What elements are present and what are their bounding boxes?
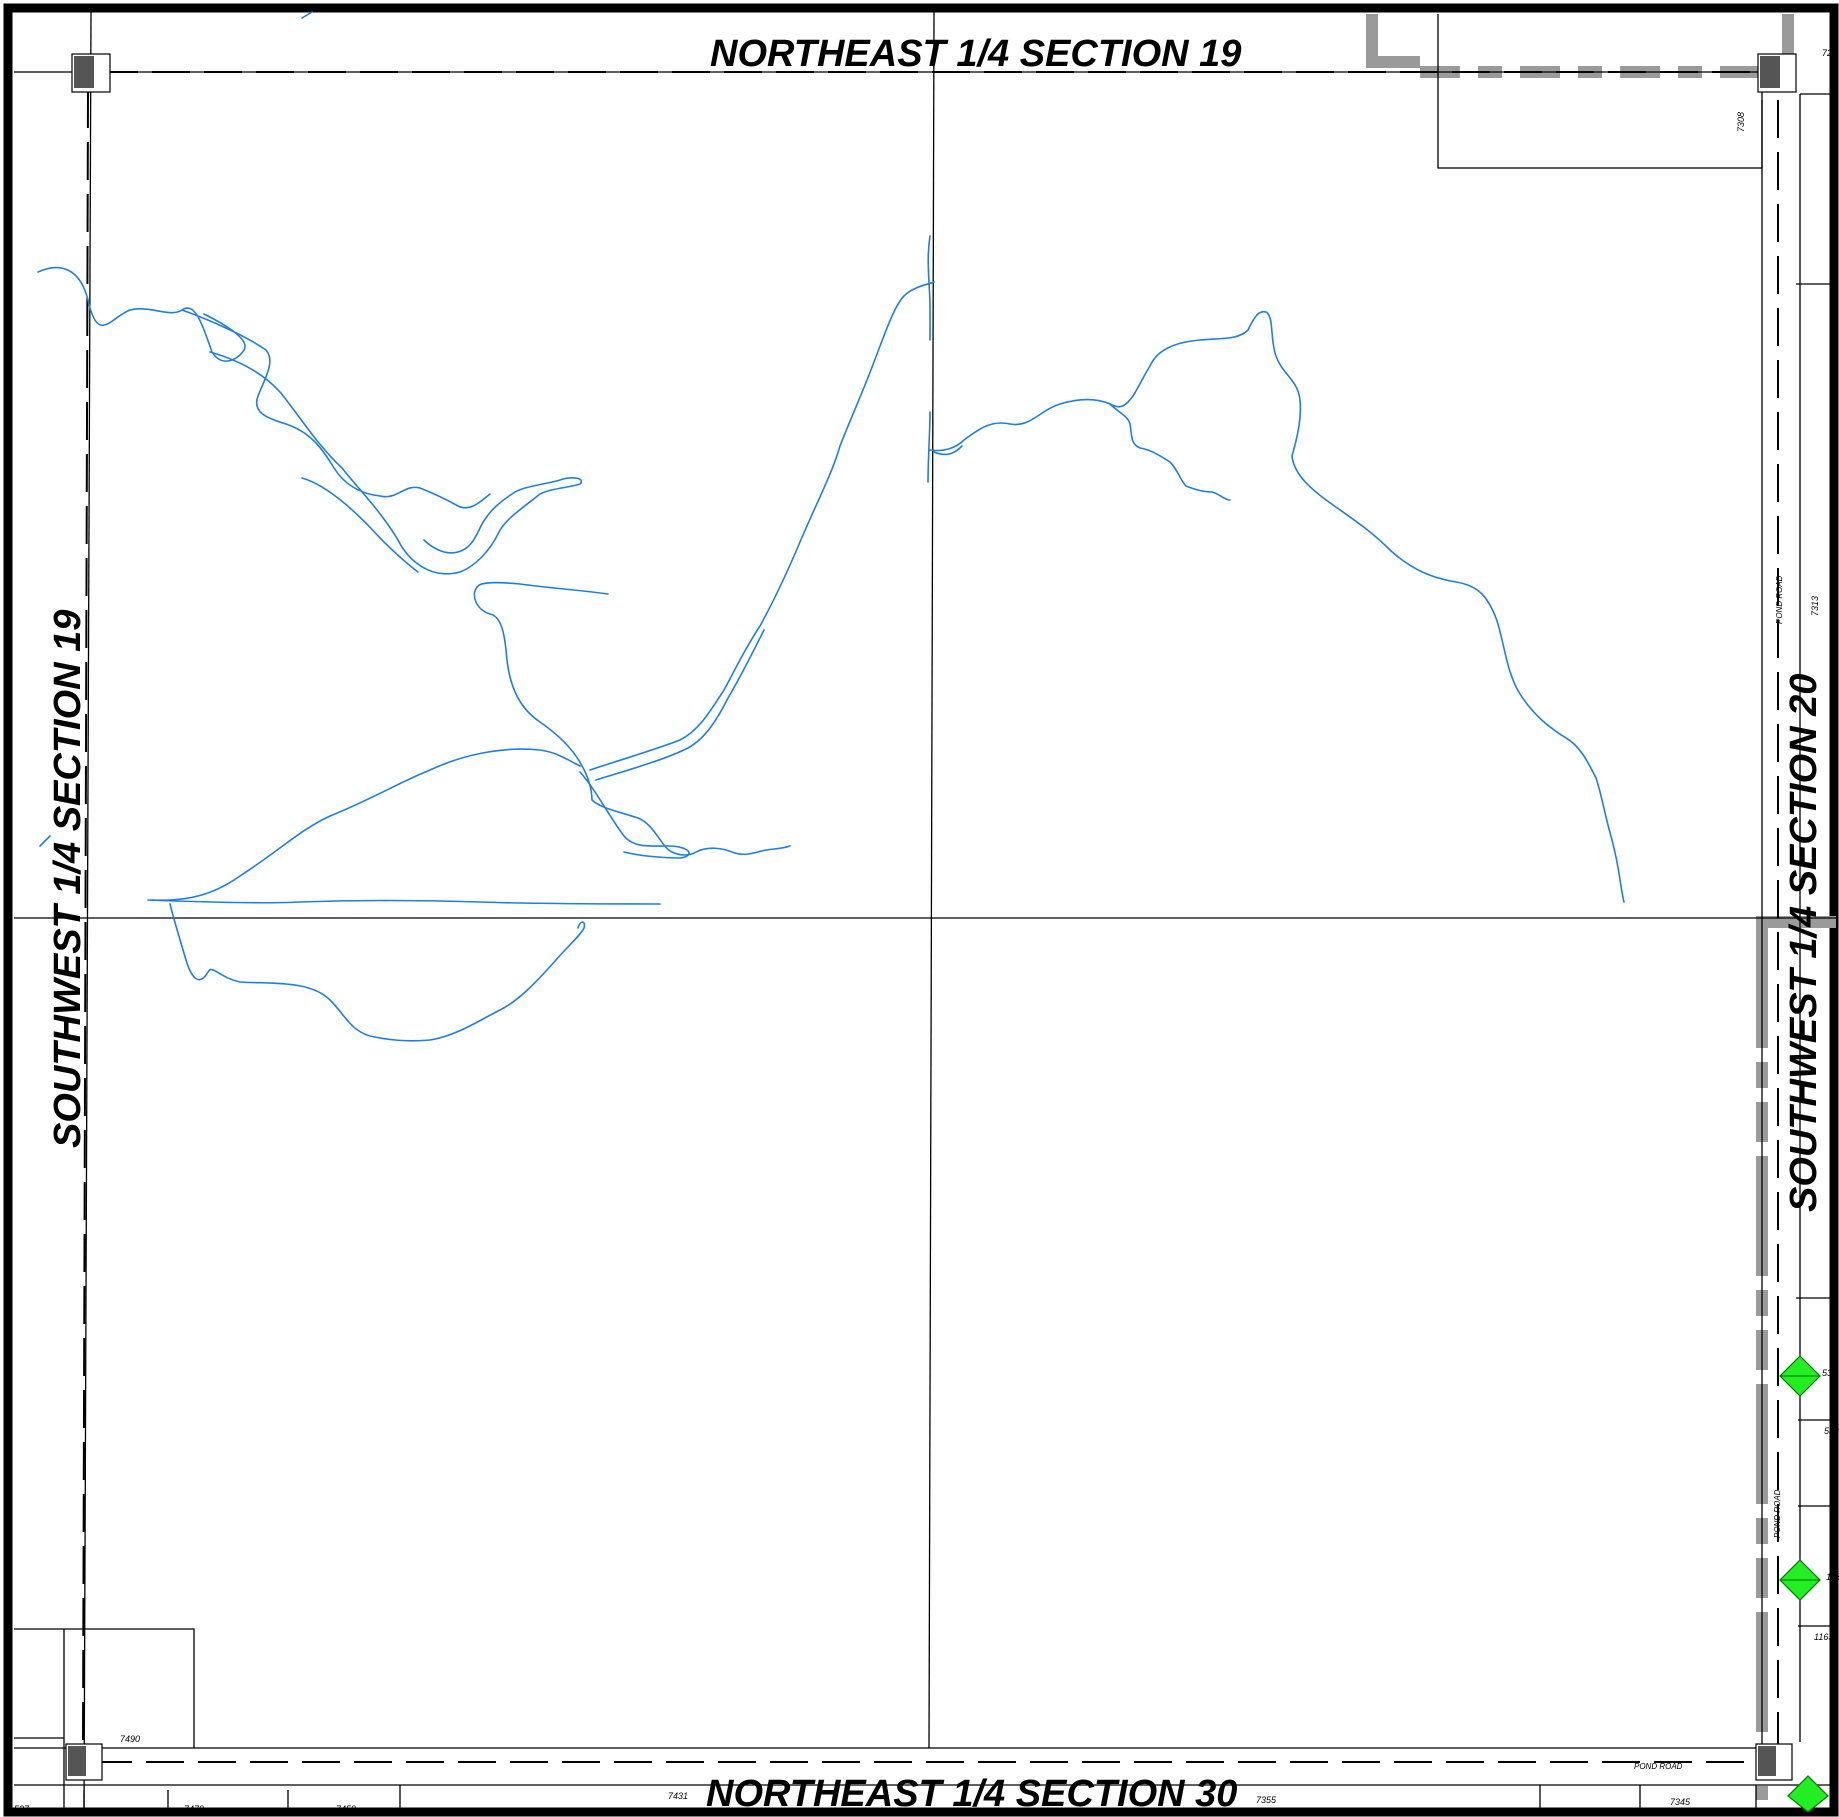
parcel-number: 7431 <box>668 1791 688 1801</box>
section-label-bottom: NORTHEAST 1/4 SECTION 30 <box>706 1773 1237 1815</box>
parcel-number: 7479 <box>184 1804 204 1814</box>
road-label-pond-road-bottom: POND ROAD <box>1634 1762 1683 1771</box>
parcel-number: 7490 <box>120 1734 140 1744</box>
section-label-top: NORTHEAST 1/4 SECTION 19 <box>710 33 1241 75</box>
parcel-number: 7345 <box>1670 1797 1691 1807</box>
survey-monument-icon <box>1779 1355 1821 1397</box>
road-centerlines <box>82 71 1779 1763</box>
parcel-number: 116 <box>1826 1572 1839 1582</box>
parcel-boundaries <box>14 14 1836 1812</box>
section-corner-marker-icon <box>65 1743 103 1781</box>
parcel-number: 729 <box>1822 48 1837 58</box>
section-corner-marker-icon <box>1757 53 1797 93</box>
section-label-left: SOUTHWEST 1/4 SECTION 19 <box>47 610 89 1148</box>
parcel-number: 1163 <box>1814 1632 1833 1642</box>
map-frame <box>3 3 1839 1817</box>
parcel-number: 7355 <box>1256 1795 1277 1805</box>
road-label-pond-road-lower: POND ROAD <box>1773 1489 1782 1538</box>
parcel-number: 7459 <box>336 1804 356 1814</box>
streams <box>37 11 1625 1042</box>
parcel-number: 7308 <box>1736 112 1746 132</box>
parcel-number: 537 <box>1822 1368 1838 1378</box>
section-corner-marker-icon <box>71 53 111 93</box>
section-lines <box>14 11 1836 1813</box>
parcel-number: 527 <box>14 1804 30 1814</box>
parcel-number: 542 <box>1824 1426 1839 1436</box>
survey-monument-icon <box>1779 1559 1821 1601</box>
survey-monument-icon <box>1787 1775 1829 1813</box>
road-label-pond-road-upper: POND ROAD <box>1775 575 1784 624</box>
section-label-right: SOUTHWEST 1/4 SECTION 20 <box>1783 674 1825 1212</box>
road-right-of-way <box>1366 14 1836 1800</box>
section-corner-marker-icon <box>1755 1743 1793 1781</box>
parcel-number: 7313 <box>1810 596 1820 616</box>
